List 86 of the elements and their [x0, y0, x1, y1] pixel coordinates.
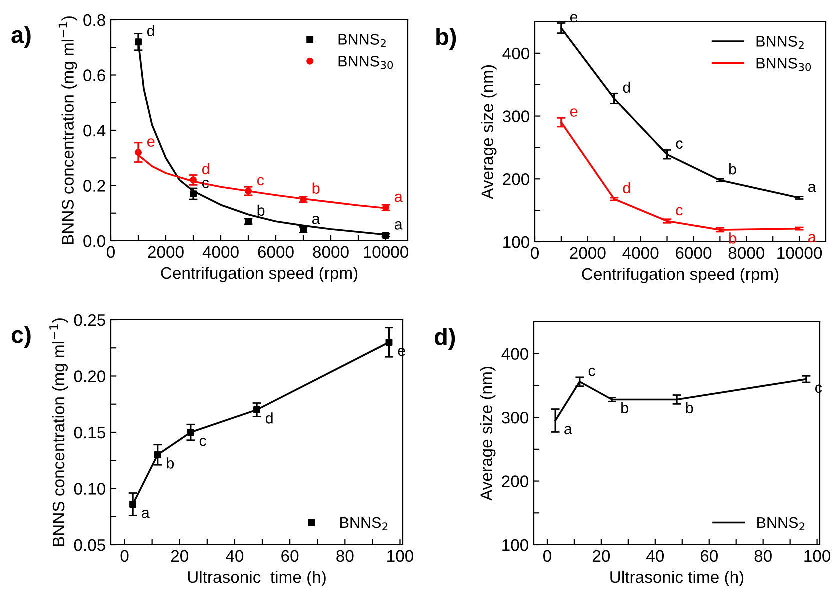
data-label: b: [730, 232, 736, 244]
x-tick-label: 60: [700, 550, 718, 562]
x-tick-label: 2000: [570, 247, 606, 260]
y-tick-label: 200: [502, 476, 528, 488]
x-tick-label: 0: [120, 550, 129, 562]
x-tick-label: 100: [388, 550, 414, 562]
y-tick-label: 300: [502, 110, 530, 122]
x-tick-label: 4000: [202, 246, 239, 258]
x-tick-label: 40: [226, 550, 244, 562]
data-label: a: [142, 510, 150, 518]
data-label: c: [257, 177, 264, 186]
chart-title: c): [12, 326, 31, 348]
legend-label: BNNS$_{2}$: [340, 517, 388, 531]
legend-label: BNNS$_{2}$: [756, 36, 804, 50]
data-label: b: [258, 204, 265, 216]
y-tick-label: 0.8: [84, 14, 106, 26]
data-label: b: [686, 402, 694, 414]
x-axis-title: Centrifugation speed (rpm): [582, 268, 779, 284]
x-tick-label: 6000: [676, 247, 712, 260]
legend-label: BNNS$_{30}$: [338, 56, 394, 70]
x-tick-label: 20: [171, 550, 188, 562]
data-label: a: [394, 221, 403, 230]
y-tick-label: 200: [503, 174, 530, 186]
x-tick-label: 100: [804, 550, 831, 562]
data-label: d: [202, 163, 210, 175]
x-tick-label: 10000: [364, 246, 409, 258]
data-label: c: [676, 140, 683, 150]
y-tick-label: 300: [502, 412, 528, 424]
y-tick-label: 400: [502, 48, 530, 60]
data-label: b: [730, 164, 736, 175]
x-axis-title: Ultrasonic time (h): [610, 570, 744, 586]
data-label: c: [200, 438, 206, 446]
x-tick-label: 0: [544, 550, 552, 562]
data-label: d: [147, 25, 154, 36]
legend-label: BNNS$_{2}$: [338, 34, 386, 48]
x-tick-label: 20: [593, 550, 610, 562]
data-label: a: [808, 184, 816, 192]
y-tick-label: 0.0: [84, 235, 106, 248]
x-tick-label: 10000: [778, 247, 822, 260]
y-axis-title: Average size (nm): [481, 66, 497, 200]
data-label: d: [266, 412, 273, 424]
y-tick-label: 0.6: [84, 70, 106, 82]
x-axis-title: Centrifugation speed (rpm): [161, 266, 358, 282]
data-label: c: [676, 207, 683, 216]
data-label: a: [312, 216, 320, 224]
data-label: b: [312, 182, 320, 194]
x-tick-label: 4000: [622, 247, 659, 260]
x-tick-label: 40: [646, 550, 664, 562]
y-tick-label: 100: [504, 236, 530, 248]
x-tick-label: 80: [754, 550, 772, 562]
chart-title: b): [436, 28, 456, 50]
data-label: c: [588, 368, 596, 376]
data-label: d: [623, 82, 630, 94]
chart-title: d): [434, 328, 456, 350]
x-tick-label: 6000: [258, 246, 294, 258]
y-axis-title: BNNS concentration (mg ml$^{−1}$): [50, 318, 68, 546]
data-label: a: [394, 194, 403, 202]
chart-title: a): [12, 26, 31, 48]
y-tick-label: 0.10: [74, 483, 106, 495]
y-axis-title: BNNS concentration (mg ml$^{−1}$): [58, 16, 78, 244]
y-tick-label: 400: [502, 348, 528, 360]
y-tick-label: 0.25: [74, 314, 106, 326]
x-tick-label: 0: [531, 247, 539, 260]
y-tick-label: 0.20: [74, 370, 106, 382]
x-tick-label: 8000: [313, 246, 349, 258]
y-tick-label: 0.05: [74, 539, 106, 552]
data-label: b: [167, 458, 174, 469]
y-tick-label: 0.2: [84, 180, 106, 192]
data-label: d: [623, 182, 630, 194]
y-tick-label: 0.4: [84, 124, 106, 137]
data-label: e: [570, 108, 578, 117]
x-tick-label: 80: [336, 550, 354, 562]
legend-label: BNNS$_{2}$: [758, 517, 805, 531]
y-tick-label: 0.15: [74, 426, 106, 439]
legend-label: BNNS$_{30}$: [756, 58, 812, 72]
x-axis-title: Ultrasonic time (h): [188, 570, 326, 586]
y-axis-title: Average size (nm): [480, 367, 496, 501]
data-label: a: [808, 234, 816, 243]
data-label: e: [147, 138, 155, 147]
x-tick-label: 0: [107, 246, 115, 258]
x-tick-label: 2000: [148, 246, 184, 258]
data-label: b: [622, 402, 628, 414]
x-tick-label: 60: [282, 550, 299, 562]
x-tick-label: 8000: [728, 247, 765, 260]
y-tick-label: 100: [502, 539, 528, 552]
data-label: a: [564, 426, 572, 435]
